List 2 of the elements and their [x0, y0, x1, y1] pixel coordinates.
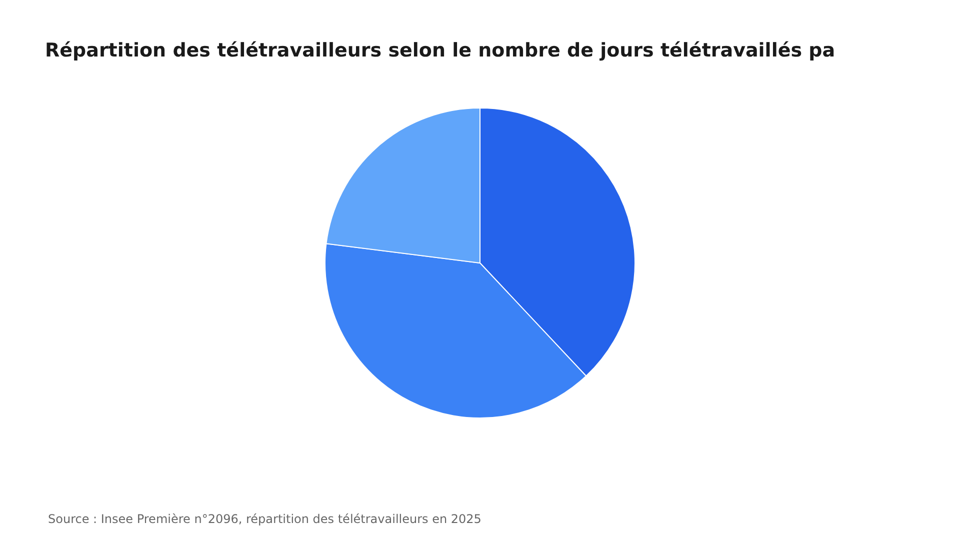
- chart-title: Répartition des télétravailleurs selon le nombre de jours télétravaillés pa: [45, 40, 836, 62]
- source-note: Source : Insee Première n°2096, répartition des télétravailleurs en 2025: [48, 512, 482, 526]
